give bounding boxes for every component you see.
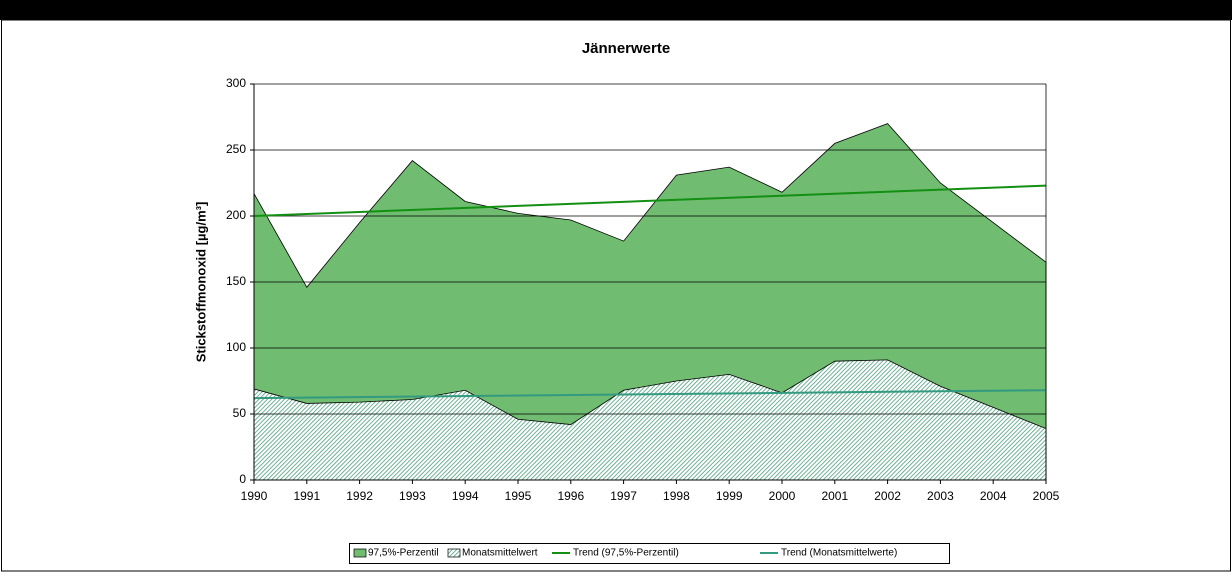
- legend-label: Trend (97,5%-Perzentil): [573, 548, 679, 559]
- x-tick-label: 2001: [821, 489, 848, 503]
- trend-line: [253, 184, 1047, 217]
- y-tick-label: 100: [226, 340, 246, 354]
- chart-title: Jännerwerte: [582, 40, 670, 57]
- legend-label: Trend (Monatsmittelwerte): [781, 548, 897, 559]
- x-tick-label: 1992: [346, 489, 373, 503]
- legend-label: 97,5%-Perzentil: [368, 548, 439, 559]
- x-tick-label: 1998: [663, 489, 690, 503]
- y-tick-label: 50: [233, 406, 247, 420]
- x-tick-label: 2002: [874, 489, 901, 503]
- x-tick-label: 2000: [769, 489, 796, 503]
- x-tick-label: 1997: [610, 489, 637, 503]
- x-tick-label: 1996: [557, 489, 584, 503]
- legend: [349, 543, 950, 564]
- x-tick-label: 1991: [293, 489, 320, 503]
- area: [253, 359, 1047, 481]
- x-tick-label: 2004: [980, 489, 1007, 503]
- x-tick-label: 1990: [241, 489, 268, 503]
- trend-line: [253, 389, 1047, 400]
- y-tick-label: 250: [226, 142, 246, 156]
- x-tick-label: 2003: [927, 489, 954, 503]
- x-tick-label: 1999: [716, 489, 743, 503]
- y-tick-label: 300: [226, 76, 246, 90]
- y-tick-label: 200: [226, 208, 246, 222]
- y-axis-label: Stickstoffmonoxid [µg/m³]: [193, 202, 208, 363]
- y-tick-label: 0: [239, 472, 246, 486]
- x-tick-label: 2005: [1033, 489, 1060, 503]
- top-bar: [0, 0, 1232, 20]
- legend-label: Monatsmittelwert: [462, 548, 538, 559]
- x-tick-label: 1993: [399, 489, 426, 503]
- legend-swatch: [447, 548, 461, 558]
- legend-swatch: [353, 548, 367, 558]
- y-tick-label: 150: [226, 274, 246, 288]
- x-tick-label: 1995: [505, 489, 532, 503]
- x-tick-label: 1994: [452, 489, 479, 503]
